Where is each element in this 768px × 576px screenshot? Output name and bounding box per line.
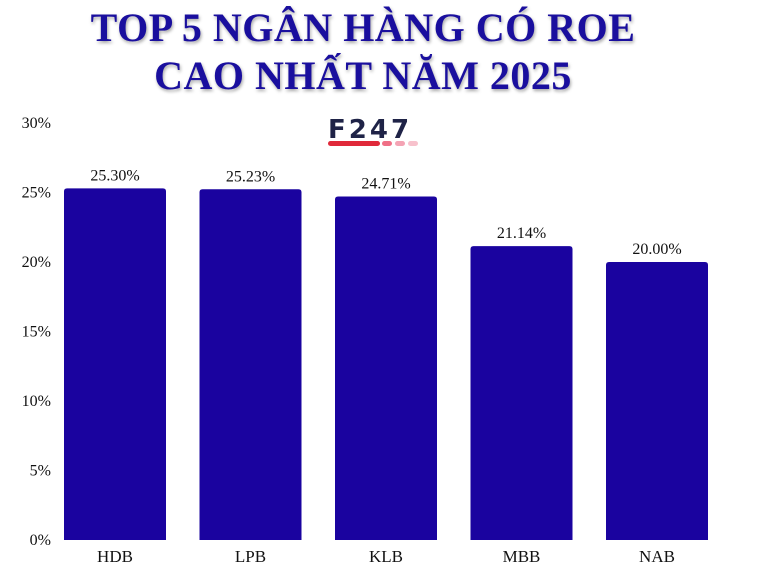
bar-mbb	[470, 246, 573, 541]
bar-lpb	[199, 189, 302, 541]
y-tick-label: 25%	[22, 185, 51, 202]
logo-bar-pink-3	[408, 141, 418, 146]
bars: 25.30% 25.23% 24.71% 21.14% 20.00%	[64, 167, 708, 541]
chart-title-line-2: CAO NHẤT NĂM 2025	[154, 53, 572, 98]
data-label-hdb: 25.30%	[90, 167, 139, 184]
data-label-nab: 20.00%	[632, 241, 681, 258]
data-label-lpb: 25.23%	[226, 168, 275, 185]
y-tick-label: 0%	[30, 532, 51, 549]
bar-hdb	[64, 188, 166, 540]
logo-bar-pink-2	[395, 141, 405, 146]
y-tick-label: 10%	[22, 393, 51, 410]
x-tick-label-hdb: HDB	[97, 547, 133, 566]
y-tick-label: 5%	[30, 463, 51, 480]
y-axis: 0% 5% 10% 15% 20% 25% 30%	[22, 115, 51, 549]
logo-text: F247	[328, 115, 412, 145]
x-tick-label-mbb: MBB	[503, 547, 541, 566]
bar-nab	[606, 262, 708, 540]
x-tick-label-nab: NAB	[639, 547, 675, 566]
logo-bar-red	[328, 141, 380, 146]
x-axis: HDB LPB KLB MBB NAB	[97, 547, 675, 566]
y-tick-label: 30%	[22, 115, 51, 132]
y-tick-label: 15%	[22, 324, 51, 341]
logo-bar-pink-1	[382, 141, 392, 146]
chart-title-line-1: TOP 5 NGÂN HÀNG CÓ ROE	[90, 5, 636, 50]
data-label-mbb: 21.14%	[497, 225, 546, 242]
chart-title: TOP 5 NGÂN HÀNG CÓ ROE CAO NHẤT NĂM 2025	[0, 4, 726, 100]
f247-logo: F247	[328, 115, 418, 146]
x-tick-label-klb: KLB	[369, 547, 403, 566]
x-tick-label-lpb: LPB	[235, 547, 266, 566]
data-label-klb: 24.71%	[361, 176, 410, 193]
bar-klb	[335, 196, 437, 540]
y-tick-label: 20%	[22, 254, 51, 271]
